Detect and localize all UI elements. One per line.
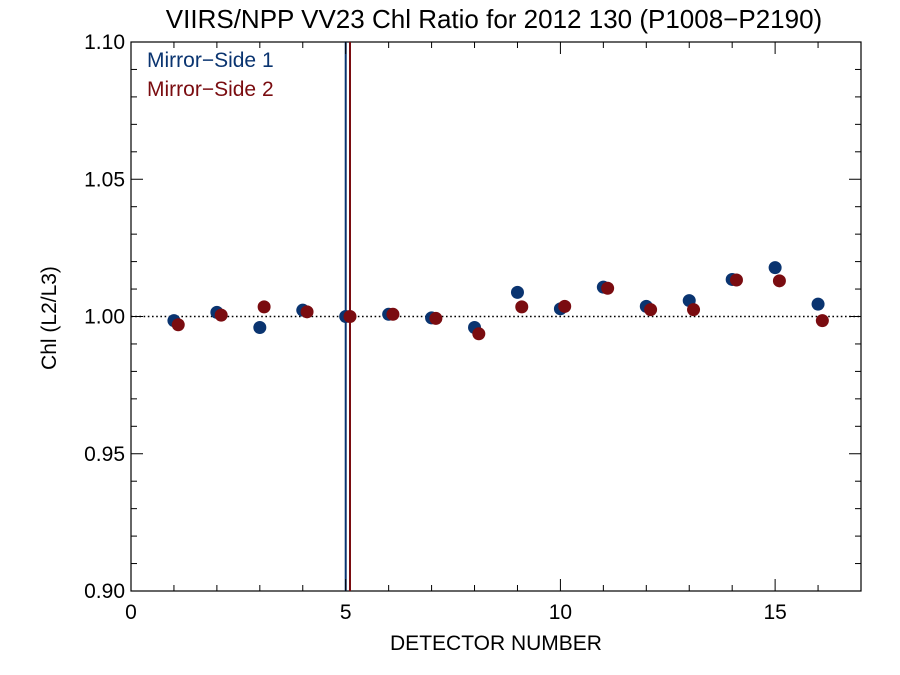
- data-point-series-1: [253, 320, 267, 334]
- chart-title: VIIRS/NPP VV23 Chl Ratio for 2012 130 (P…: [166, 4, 822, 34]
- y-axis-label: Chl (L2/L3): [38, 266, 61, 370]
- data-point-series-2: [429, 311, 443, 325]
- data-point-series-2: [515, 300, 529, 314]
- tick-labels-group: 0 5 10 15 0.90 0.95 1.00 1.05 1.10: [84, 31, 787, 624]
- data-point-series-2: [558, 299, 572, 313]
- legend-entry-mirror-side-2: Mirror−Side 2: [147, 78, 274, 101]
- data-point-series-1: [510, 285, 524, 299]
- data-point-series-2: [214, 308, 228, 322]
- x-tick-label: 15: [763, 601, 786, 624]
- y-tick-label: 1.00: [84, 306, 125, 329]
- data-point-series-2: [772, 274, 786, 288]
- data-point-series-2: [644, 303, 658, 317]
- data-point-series-2: [171, 318, 185, 332]
- axis-ticks-group: [130, 41, 862, 592]
- y-tick-label: 1.10: [84, 31, 125, 54]
- data-point-series-2: [815, 314, 829, 328]
- x-tick-label: 5: [340, 601, 352, 624]
- y-tick-label: 1.05: [84, 168, 125, 191]
- data-point-series-2: [300, 305, 314, 319]
- data-points-group: [167, 261, 829, 341]
- data-point-series-2: [257, 300, 271, 314]
- data-point-series-2: [729, 273, 743, 287]
- data-point-series-2: [687, 303, 701, 317]
- x-axis-label: DETECTOR NUMBER: [390, 632, 602, 655]
- data-point-series-2: [343, 310, 357, 323]
- data-point-series-1: [811, 297, 825, 311]
- data-point-series-2: [386, 307, 400, 321]
- data-point-series-1: [768, 261, 782, 275]
- data-point-series-2: [601, 281, 615, 295]
- x-tick-label: 10: [549, 601, 572, 624]
- y-tick-label: 0.90: [84, 580, 125, 603]
- x-tick-label: 0: [125, 601, 137, 624]
- y-tick-label: 0.95: [84, 443, 125, 466]
- legend-entry-mirror-side-1: Mirror−Side 1: [147, 49, 274, 72]
- data-point-series-2: [472, 327, 486, 341]
